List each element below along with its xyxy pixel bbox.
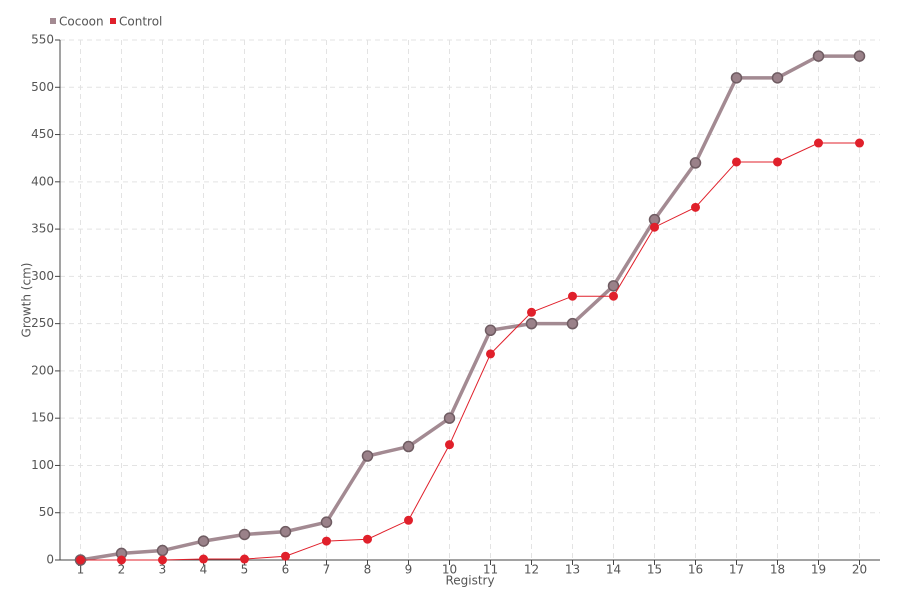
y-tick-label: 450 — [31, 127, 54, 141]
x-axis-label: Registry — [445, 574, 494, 588]
data-point — [361, 450, 374, 462]
x-tick-label: 9 — [405, 563, 413, 577]
data-point — [812, 50, 825, 62]
data-point — [607, 280, 620, 292]
data-point — [240, 554, 249, 564]
data-point — [525, 317, 538, 330]
x-tick-label: 17 — [729, 563, 744, 577]
x-tick-label: 19 — [811, 563, 826, 577]
data-point — [76, 555, 85, 565]
y-tick-label: 500 — [31, 80, 54, 94]
x-tick-label: 6 — [282, 563, 290, 577]
x-tick-label: 2 — [118, 563, 126, 577]
x-tick-label: 14 — [606, 563, 621, 577]
legend-label: Control — [119, 15, 162, 29]
data-point — [814, 138, 823, 148]
x-tick-label: 1 — [77, 563, 85, 577]
data-point — [527, 307, 536, 317]
x-tick-label: 10 — [442, 563, 457, 577]
data-point — [773, 157, 782, 167]
y-tick-label: 350 — [31, 222, 54, 236]
data-point — [404, 515, 413, 525]
data-point — [322, 536, 331, 546]
data-point — [197, 535, 210, 547]
y-tick-label: 100 — [31, 458, 54, 472]
x-tick-label: 4 — [200, 563, 208, 577]
x-tick-label: 15 — [647, 563, 662, 577]
data-point — [609, 291, 618, 301]
data-point — [443, 412, 456, 424]
x-tick-label: 16 — [688, 563, 703, 577]
data-point — [486, 349, 495, 359]
data-point — [199, 554, 208, 564]
data-point — [771, 72, 784, 84]
legend-swatch — [110, 18, 116, 24]
data-point — [566, 317, 579, 330]
legend-label: Cocoon — [59, 15, 104, 29]
series-line — [80, 142, 860, 561]
data-point — [279, 525, 292, 538]
x-tick-label: 3 — [159, 563, 167, 577]
y-tick-label: 200 — [31, 363, 54, 377]
y-tick-label: 550 — [31, 33, 54, 47]
x-tick-label: 13 — [565, 563, 580, 577]
y-tick-label: 300 — [31, 269, 54, 283]
x-tick-label: 18 — [770, 563, 785, 577]
data-point — [363, 534, 372, 544]
y-axis-label: Growth (cm) — [20, 263, 34, 338]
data-point — [853, 50, 866, 62]
data-point — [281, 551, 290, 561]
x-tick-label: 7 — [323, 563, 331, 577]
data-point — [691, 202, 700, 212]
y-tick-label: 0 — [46, 553, 54, 567]
y-tick-label: 150 — [31, 411, 54, 425]
y-tick-label: 400 — [31, 174, 54, 188]
data-point — [568, 291, 577, 301]
data-point — [730, 72, 743, 84]
y-tick-label: 250 — [31, 316, 54, 330]
data-point — [855, 138, 864, 148]
x-tick-label: 20 — [852, 563, 867, 577]
data-point — [650, 222, 659, 232]
series-line — [80, 54, 860, 562]
x-tick-label: 11 — [483, 563, 498, 577]
data-point — [732, 157, 741, 167]
data-point — [156, 544, 169, 557]
data-point — [158, 555, 167, 565]
y-tick-label: 50 — [39, 505, 54, 519]
data-point — [402, 440, 415, 453]
data-point — [238, 528, 251, 541]
data-point — [117, 555, 126, 565]
data-point — [484, 324, 497, 337]
data-point — [320, 516, 333, 528]
legend-swatch — [50, 18, 56, 24]
x-tick-label: 8 — [364, 563, 372, 577]
x-tick-label: 5 — [241, 563, 249, 577]
data-point — [689, 157, 702, 169]
data-point — [445, 440, 454, 450]
x-tick-label: 12 — [524, 563, 539, 577]
